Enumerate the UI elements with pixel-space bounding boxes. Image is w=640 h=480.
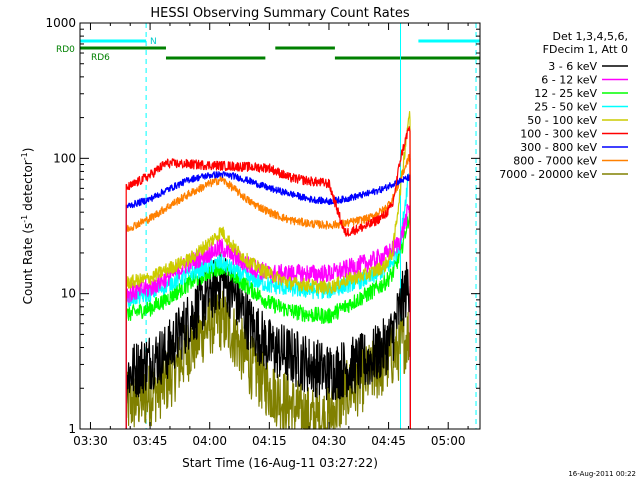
y-axis-label-end: ) — [21, 148, 35, 153]
legend-label: 25 - 50 keV — [534, 101, 597, 114]
legend-header: Det 1,3,4,5,6, — [552, 30, 628, 43]
y-tick-label: 1 — [68, 422, 76, 436]
legend-header: FDecim 1, Att 0 — [543, 43, 628, 56]
legend-label: 300 - 800 keV — [520, 141, 597, 154]
y-axis-label-sup: -1 — [20, 215, 29, 223]
series-line-0 — [125, 251, 411, 430]
legend-label: 50 - 100 keV — [527, 114, 597, 127]
y-tick-label: 1000 — [45, 16, 76, 30]
rd0-label: RD0 — [56, 45, 75, 55]
x-tick-label: 03:45 — [133, 434, 168, 448]
y-axis-label-tail: detector — [21, 160, 35, 215]
x-tick-label: 04:30 — [312, 434, 347, 448]
x-tick-label: 04:00 — [192, 434, 227, 448]
x-tick-label: 05:00 — [431, 434, 466, 448]
y-axis-label-sup2: -1 — [20, 152, 29, 160]
y-tick-label: 10 — [61, 287, 76, 301]
series-line-7 — [125, 154, 411, 430]
series-layer — [125, 111, 411, 430]
x-axis-label: Start Time (16-Aug-11 03:27:22) — [182, 456, 378, 470]
legend: Det 1,3,4,5,6,FDecim 1, Att 0 3 - 6 keV6 … — [499, 30, 628, 181]
plot-frame — [79, 22, 481, 430]
series-line-6 — [125, 171, 411, 430]
chart-title: HESSI Observing Summary Count Rates — [150, 6, 409, 21]
rd6-label: RD6 — [91, 53, 110, 63]
x-tick-label: 04:15 — [252, 434, 287, 448]
status-bars-layer — [80, 39, 480, 60]
legend-label: 3 - 6 keV — [548, 60, 597, 73]
y-axis-label: Count Rate (s-1 detector-1) — [20, 148, 35, 305]
legend-label: 7000 - 20000 keV — [499, 168, 597, 181]
series-line-2 — [125, 210, 411, 430]
x-tick-label: 04:45 — [371, 434, 406, 448]
night-n-label: N — [150, 37, 157, 47]
series-line-5 — [125, 126, 411, 430]
legend-label: 12 - 25 keV — [534, 87, 597, 100]
legend-label: 800 - 7000 keV — [513, 155, 597, 168]
footer-timestamp: 16-Aug-2011 00:22 — [568, 470, 636, 478]
x-tick-label: 03:30 — [73, 434, 108, 448]
axes-layer: 03:30 03:45 04:00 04:15 04:30 04:45 05:00 1 10 10… — [45, 16, 480, 448]
series-line-4 — [125, 111, 411, 430]
y-tick-label: 100 — [53, 151, 76, 165]
legend-label: 100 - 300 keV — [520, 128, 597, 141]
y-axis-label-main: Count Rate (s — [21, 223, 35, 305]
legend-label: 6 - 12 keV — [541, 74, 597, 87]
